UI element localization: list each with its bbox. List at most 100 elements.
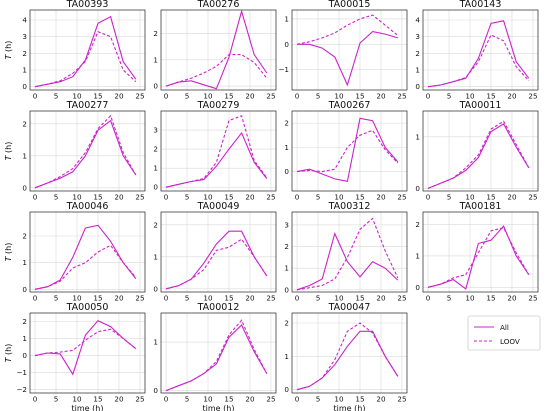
y-tick-label: 0 xyxy=(153,82,158,91)
x-tick-label: 20 xyxy=(507,193,517,202)
y-tick-label: 4 xyxy=(22,16,27,25)
panel-title: TA00393 xyxy=(66,0,109,10)
panel-title: TA00277 xyxy=(66,100,109,111)
y-tick-label: 3 xyxy=(415,32,420,41)
y-tick-label: 0 xyxy=(22,183,27,192)
y-tick-label: 1 xyxy=(415,251,420,260)
x-tick-label: 5 xyxy=(185,193,190,202)
x-tick-label: 20 xyxy=(376,294,386,303)
x-tick-label: 5 xyxy=(54,294,59,303)
panel-title: TA00279 xyxy=(197,100,240,111)
x-tick-label: 0 xyxy=(33,193,38,202)
x-tick-label: 15 xyxy=(224,92,233,101)
y-tick-label: 3 xyxy=(22,32,27,41)
x-tick-label: 15 xyxy=(93,395,102,404)
x-tick-label: 10 xyxy=(72,92,82,101)
x-tick-label: 0 xyxy=(164,395,169,404)
y-tick-label: 1 xyxy=(153,55,158,64)
panel-title: TA00047 xyxy=(328,302,371,313)
y-tick-label: 2 xyxy=(284,319,289,328)
x-tick-label: 15 xyxy=(355,92,364,101)
x-tick-label: 10 xyxy=(465,92,475,101)
x-tick-label: 5 xyxy=(185,395,190,404)
panel-ta00279: TA00279 0 1 2 3 0 5 10 15 20 25 xyxy=(153,100,277,202)
x-tick-label: 20 xyxy=(114,294,124,303)
x-tick-label: 5 xyxy=(185,294,190,303)
y-tick-label: 1 xyxy=(415,66,420,75)
x-tick-label: 10 xyxy=(334,193,344,202)
y-axis-label: T (h) xyxy=(4,344,13,363)
y-tick-label: 3 xyxy=(284,220,289,229)
x-tick-label: 10 xyxy=(334,92,344,101)
panel-frame xyxy=(422,110,539,192)
x-tick-label: 10 xyxy=(72,193,82,202)
x-tick-label: 25 xyxy=(397,294,406,303)
x-tick-label: 5 xyxy=(54,395,59,404)
y-tick-label: 1 xyxy=(22,66,27,75)
x-tick-label: 0 xyxy=(164,294,169,303)
series-line-loov xyxy=(296,217,399,291)
x-tick-label: 5 xyxy=(54,92,59,101)
y-tick-label: 2 xyxy=(22,232,27,241)
x-tick-label: 5 xyxy=(316,92,321,101)
x-tick-label: 25 xyxy=(528,92,537,101)
x-tick-label: 10 xyxy=(203,193,213,202)
series-line-loov xyxy=(427,227,530,288)
series-line-loov xyxy=(34,328,137,357)
x-tick-label: 20 xyxy=(114,193,124,202)
y-tick-label: 0 xyxy=(22,82,27,91)
y-axis-label: T (h) xyxy=(4,41,13,60)
panel-frame xyxy=(29,312,146,394)
series-line-loov xyxy=(427,34,530,88)
x-tick-label: 0 xyxy=(164,92,169,101)
panel-frame xyxy=(160,211,277,293)
series-line-loov xyxy=(165,115,268,188)
panel-title: TA00046 xyxy=(66,201,109,212)
panel-frame xyxy=(291,211,408,293)
x-tick-label: 5 xyxy=(447,92,452,101)
x-tick-label: 0 xyxy=(426,92,431,101)
x-tick-label: 25 xyxy=(528,193,537,202)
y-tick-label: 1 xyxy=(22,258,27,267)
series-line-loov xyxy=(427,120,530,189)
y-tick-label: −1 xyxy=(278,65,289,74)
x-tick-label: 20 xyxy=(245,294,255,303)
x-tick-label: 25 xyxy=(266,92,275,101)
x-tick-label: 0 xyxy=(426,294,431,303)
series-line-all xyxy=(34,320,137,376)
y-tick-label: 1 xyxy=(284,14,289,23)
x-tick-label: 25 xyxy=(528,294,537,303)
y-tick-label: 2 xyxy=(415,220,420,229)
panel-frame xyxy=(29,9,146,91)
x-tick-label: 25 xyxy=(135,395,144,404)
y-tick-label: 0 xyxy=(22,351,27,360)
y-axis-label: T (h) xyxy=(4,142,13,161)
y-tick-label: 4 xyxy=(415,16,420,25)
panel-title: TA00049 xyxy=(197,201,240,212)
panel-frame xyxy=(160,312,277,394)
x-tick-label: 20 xyxy=(376,395,386,404)
y-tick-label: −1 xyxy=(16,368,27,377)
y-tick-label: 1 xyxy=(22,334,27,343)
x-tick-label: 15 xyxy=(224,294,233,303)
x-tick-label: 15 xyxy=(224,395,233,404)
x-tick-label: 10 xyxy=(72,294,82,303)
x-tick-label: 0 xyxy=(426,193,431,202)
x-tick-label: 10 xyxy=(203,294,213,303)
y-tick-label: 0 xyxy=(284,285,289,294)
x-tick-label: 25 xyxy=(135,92,144,101)
series-line-all xyxy=(427,225,530,290)
panel-frame xyxy=(29,110,146,192)
panel-title: TA00011 xyxy=(459,100,502,111)
series-line-all xyxy=(165,230,268,290)
series-line-all xyxy=(165,9,268,90)
panel-frame xyxy=(160,9,277,91)
x-tick-label: 0 xyxy=(33,294,38,303)
y-tick-label: 2 xyxy=(415,49,420,58)
